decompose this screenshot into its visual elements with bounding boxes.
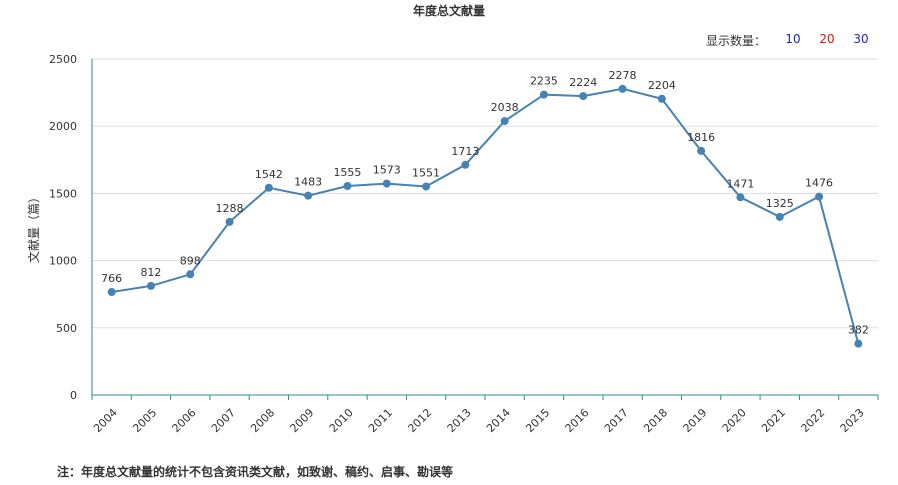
x-tick-label: 2020 bbox=[720, 406, 749, 435]
y-axis-ticks: 0 500 1000 1500 2000 2500 bbox=[49, 53, 77, 402]
x-tick-label: 2008 bbox=[248, 406, 277, 435]
y-tick-label: 0 bbox=[70, 389, 77, 402]
data-label: 1483 bbox=[294, 176, 322, 189]
data-label: 1816 bbox=[687, 131, 715, 144]
data-point bbox=[539, 90, 548, 99]
data-point bbox=[382, 179, 391, 188]
x-tick-label: 2016 bbox=[563, 406, 592, 435]
data-label: 2204 bbox=[648, 79, 676, 92]
x-tick-label: 2004 bbox=[91, 406, 120, 435]
data-label: 2235 bbox=[530, 75, 558, 88]
x-tick-label: 2007 bbox=[209, 406, 238, 435]
data-point bbox=[422, 182, 431, 191]
data-points bbox=[107, 84, 863, 348]
data-point bbox=[146, 281, 155, 290]
x-tick-label: 2019 bbox=[681, 406, 710, 435]
series-line-path bbox=[111, 87, 860, 344]
chart-title: 年度总文献量 bbox=[412, 4, 485, 18]
data-label: 1713 bbox=[451, 145, 479, 158]
y-axis-label: 文献量（篇） bbox=[26, 191, 41, 263]
footnote: 注：年度总文献量的统计不包含资讯类文献，如致谢、稿约、启事、勘误等 bbox=[57, 465, 454, 479]
x-tick-label: 2018 bbox=[641, 406, 670, 435]
x-tick-label: 2013 bbox=[445, 406, 474, 435]
data-point bbox=[304, 191, 313, 200]
data-point bbox=[461, 160, 470, 169]
data-label: 1551 bbox=[412, 167, 440, 180]
data-label: 2278 bbox=[609, 69, 637, 82]
x-tick-label: 2017 bbox=[602, 406, 631, 435]
y-tick-label: 2500 bbox=[49, 53, 77, 66]
count-option-10[interactable]: 10 bbox=[785, 32, 801, 46]
x-tick-label: 2012 bbox=[405, 406, 434, 435]
y-tick-label: 500 bbox=[56, 322, 77, 335]
data-label: 1573 bbox=[373, 164, 401, 177]
data-point bbox=[815, 192, 824, 201]
grid-lines bbox=[92, 58, 878, 329]
data-point bbox=[225, 217, 234, 226]
data-label: 382 bbox=[848, 324, 869, 337]
data-point bbox=[500, 117, 509, 126]
data-label: 812 bbox=[140, 266, 161, 279]
axes bbox=[91, 59, 878, 396]
display-count-selector: 显示数量： 10 20 30 bbox=[706, 32, 878, 49]
x-axis-ticks: 2004 2005 2006 2007 2008 2009 2010 2011 2012 2013… bbox=[91, 395, 879, 435]
series-line bbox=[111, 87, 860, 344]
y-tick-label: 2000 bbox=[49, 120, 77, 133]
data-point bbox=[697, 146, 706, 155]
data-label: 1471 bbox=[726, 177, 754, 190]
x-tick-label: 2014 bbox=[484, 406, 513, 435]
x-tick-label: 2023 bbox=[838, 406, 867, 435]
x-tick-label: 2010 bbox=[327, 406, 356, 435]
count-option-30[interactable]: 30 bbox=[853, 32, 869, 46]
data-point bbox=[343, 182, 352, 191]
data-label: 1288 bbox=[216, 202, 244, 215]
display-count-label: 显示数量： bbox=[705, 34, 766, 48]
x-tick-label: 2011 bbox=[366, 406, 395, 435]
data-label: 2224 bbox=[569, 76, 597, 89]
data-point bbox=[107, 288, 116, 297]
data-label: 1555 bbox=[333, 166, 361, 179]
data-label: 1476 bbox=[805, 177, 833, 190]
data-point bbox=[186, 270, 195, 279]
data-point bbox=[579, 92, 588, 101]
x-tick-label: 2005 bbox=[130, 406, 159, 435]
data-point bbox=[736, 193, 745, 202]
data-point bbox=[618, 84, 627, 93]
x-tick-label: 2021 bbox=[759, 406, 788, 435]
data-point bbox=[775, 212, 784, 221]
data-labels: 766 812 898 1288 1542 1483 1555 1573 1551 1713 203… bbox=[101, 69, 869, 337]
data-point bbox=[264, 183, 273, 192]
count-option-20[interactable]: 20 bbox=[819, 32, 835, 46]
x-tick-label: 2009 bbox=[288, 406, 317, 435]
data-label: 1325 bbox=[766, 197, 794, 210]
y-tick-label: 1000 bbox=[49, 255, 77, 268]
x-tick-label: 2022 bbox=[798, 406, 827, 435]
x-tick-label: 2006 bbox=[170, 406, 199, 435]
data-label: 1542 bbox=[255, 168, 283, 181]
data-label: 2038 bbox=[491, 101, 519, 114]
data-point bbox=[657, 94, 666, 103]
data-label: 766 bbox=[101, 272, 122, 285]
data-label: 898 bbox=[180, 254, 201, 267]
x-tick-label: 2015 bbox=[523, 406, 552, 435]
y-tick-label: 1500 bbox=[49, 187, 77, 200]
data-point bbox=[854, 339, 863, 348]
